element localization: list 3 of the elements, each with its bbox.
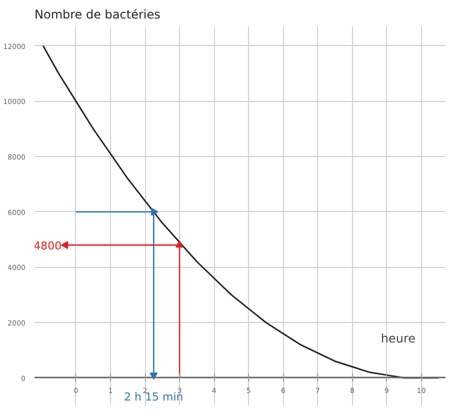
- annotation: 4800: [34, 240, 62, 253]
- y-axis-title: Nombre de bactéries: [34, 8, 160, 22]
- x-axis-title: heure: [380, 332, 416, 346]
